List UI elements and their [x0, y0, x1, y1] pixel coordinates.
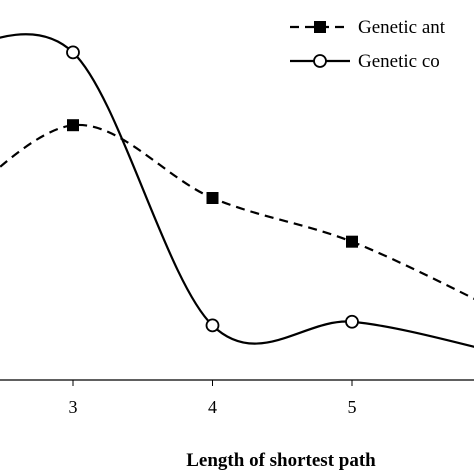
x-tick-label: 3 [69, 397, 78, 417]
series-layer [0, 33, 474, 348]
legend-marker-circle [313, 54, 327, 68]
x-tick-label: 5 [348, 397, 357, 417]
series-line-2 [0, 33, 474, 348]
data-point-circle [205, 318, 220, 333]
axes: 3 4 5 [0, 379, 474, 417]
data-point-square [67, 119, 79, 132]
x-axis-title: Length of shortest path [186, 450, 376, 471]
data-point-square [346, 235, 358, 248]
series-line-1 [0, 123, 474, 300]
legend-label-2: Genetic co [358, 51, 440, 72]
data-point-square [206, 192, 219, 204]
x-tick-label: 4 [208, 397, 217, 417]
legend: Genetic ant Genetic co [290, 17, 446, 72]
legend-label-1: Genetic ant [358, 17, 446, 38]
data-point-circle [345, 314, 359, 329]
legend-marker-square [314, 21, 326, 33]
data-point-circle [66, 45, 80, 60]
